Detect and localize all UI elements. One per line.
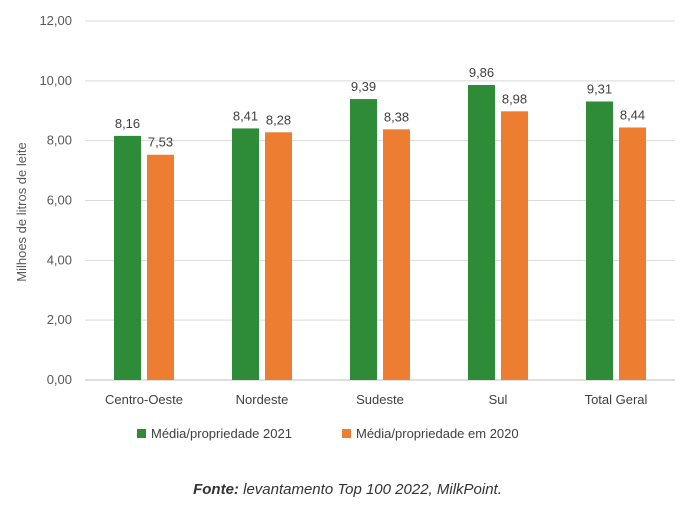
bar-2021 bbox=[232, 128, 259, 380]
x-axis-categories: Centro-Oeste Nordeste Sudeste Sul Total Gera… bbox=[105, 392, 648, 407]
data-label: 8,98 bbox=[502, 91, 527, 106]
legend-swatch bbox=[342, 429, 351, 438]
bar-2020 bbox=[383, 129, 410, 380]
data-label: 9,31 bbox=[587, 81, 612, 96]
data-labels: 8,16 7,53 8,41 8,28 9,39 8,38 9,86 8,98 9,31 8,44 bbox=[115, 65, 645, 150]
data-label: 9,86 bbox=[469, 65, 494, 80]
y-tick-label: 6,00 bbox=[47, 193, 72, 208]
caption-source-text: levantamento Top 100 2022, MilkPoint. bbox=[238, 481, 502, 498]
data-label: 8,16 bbox=[115, 116, 140, 131]
bar-2021 bbox=[586, 101, 613, 380]
legend-label: Média/propriedade 2021 bbox=[151, 426, 292, 441]
legend-label: Média/propriedade em 2020 bbox=[356, 426, 519, 441]
bar-2020 bbox=[147, 154, 174, 380]
gridlines bbox=[85, 20, 675, 381]
bar-2020 bbox=[265, 132, 292, 380]
chart: 0,00 2,00 4,00 6,00 8,00 10,00 12,00 Milhoes d… bbox=[14, 13, 675, 441]
legend-swatch bbox=[137, 429, 146, 438]
bar-2020 bbox=[619, 127, 646, 381]
category-label: Sudeste bbox=[356, 392, 404, 407]
data-label: 7,53 bbox=[148, 135, 173, 150]
bar-2021 bbox=[468, 85, 495, 380]
y-tick-label: 0,00 bbox=[47, 372, 72, 387]
y-tick-label: 8,00 bbox=[47, 133, 72, 148]
source-caption: Fonte: levantamento Top 100 2022, MilkPo… bbox=[0, 481, 695, 498]
bar-2020 bbox=[501, 111, 528, 381]
category-label: Nordeste bbox=[236, 392, 289, 407]
y-axis-title: Milhoes de litros de leite bbox=[14, 142, 29, 281]
y-axis-ticks: 0,00 2,00 4,00 6,00 8,00 10,00 12,00 bbox=[39, 13, 72, 387]
y-tick-label: 12,00 bbox=[39, 13, 72, 28]
y-tick-label: 2,00 bbox=[47, 312, 72, 327]
bar-2021 bbox=[114, 135, 141, 380]
data-label: 9,39 bbox=[351, 79, 376, 94]
bars bbox=[114, 85, 646, 381]
y-tick-label: 4,00 bbox=[47, 252, 72, 267]
data-label: 8,38 bbox=[384, 109, 409, 124]
caption-source-label: Fonte: bbox=[193, 481, 239, 498]
legend: Média/propriedade 2021 Média/propriedade … bbox=[137, 426, 519, 441]
data-label: 8,44 bbox=[620, 108, 645, 123]
category-label: Total Geral bbox=[585, 392, 648, 407]
category-label: Sul bbox=[489, 392, 508, 407]
data-label: 8,41 bbox=[233, 108, 258, 123]
y-tick-label: 10,00 bbox=[39, 73, 72, 88]
category-label: Centro-Oeste bbox=[105, 392, 183, 407]
bar-2021 bbox=[350, 99, 377, 381]
data-label: 8,28 bbox=[266, 112, 291, 127]
